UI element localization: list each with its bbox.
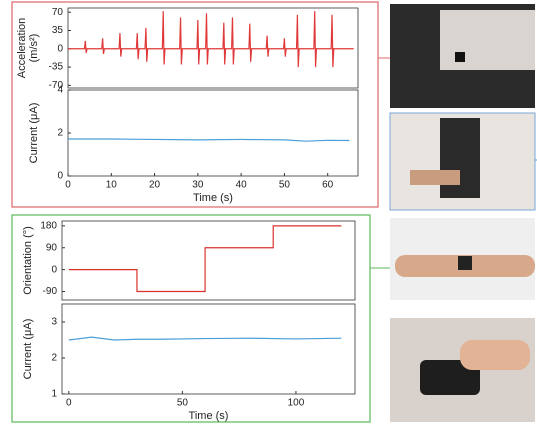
y-tick-label: 180 bbox=[40, 221, 57, 232]
y-tick-label: -35 bbox=[49, 62, 64, 73]
figure: -70-3503570Acceleration(m/s²)02401020304… bbox=[0, 0, 537, 423]
y-axis-label: Current (μA) bbox=[28, 103, 40, 164]
x-tick-label: 10 bbox=[106, 180, 118, 191]
data-line bbox=[68, 11, 354, 67]
y-axis-label: Orientation (°) bbox=[22, 226, 34, 295]
photo bbox=[390, 218, 535, 300]
y-axis-label: Current (μA) bbox=[22, 319, 34, 380]
x-tick-label: 60 bbox=[322, 180, 334, 191]
x-axis-label: Time (s) bbox=[193, 192, 233, 204]
y-tick-label: 0 bbox=[57, 171, 63, 182]
plot-frame bbox=[68, 90, 358, 176]
y-tick-label: 35 bbox=[52, 25, 64, 36]
y-tick-label: 70 bbox=[52, 7, 64, 18]
y-axis-label: Acceleration bbox=[16, 18, 28, 79]
photo bbox=[390, 318, 535, 422]
data-line bbox=[68, 139, 349, 141]
x-axis-label: Time (s) bbox=[189, 410, 229, 422]
y-tick-label: 0 bbox=[51, 264, 57, 275]
data-line bbox=[69, 226, 342, 292]
x-tick-label: 0 bbox=[65, 180, 71, 191]
y-tick-label: 2 bbox=[51, 353, 57, 364]
y-tick-label: 4 bbox=[57, 85, 63, 96]
plot-frame bbox=[62, 304, 355, 394]
y-tick-label: 2 bbox=[57, 128, 63, 139]
photo bbox=[390, 113, 537, 210]
x-tick-label: 0 bbox=[66, 398, 72, 409]
y-tick-label: 90 bbox=[46, 242, 58, 253]
x-tick-label: 40 bbox=[236, 180, 248, 191]
y-tick-label: -90 bbox=[43, 286, 58, 297]
y-tick-label: 1 bbox=[51, 389, 57, 400]
y-tick-label: 3 bbox=[51, 317, 57, 328]
x-tick-label: 50 bbox=[279, 180, 291, 191]
y-tick-label: 0 bbox=[57, 43, 63, 54]
panel-border bbox=[12, 215, 370, 422]
x-tick-label: 20 bbox=[149, 180, 161, 191]
x-tick-label: 100 bbox=[288, 398, 305, 409]
y-axis-label: (m/s²) bbox=[28, 34, 40, 63]
x-tick-label: 30 bbox=[192, 180, 204, 191]
plot-frame bbox=[62, 221, 355, 300]
data-line bbox=[69, 337, 342, 340]
photo bbox=[390, 4, 535, 108]
x-tick-label: 50 bbox=[177, 398, 189, 409]
